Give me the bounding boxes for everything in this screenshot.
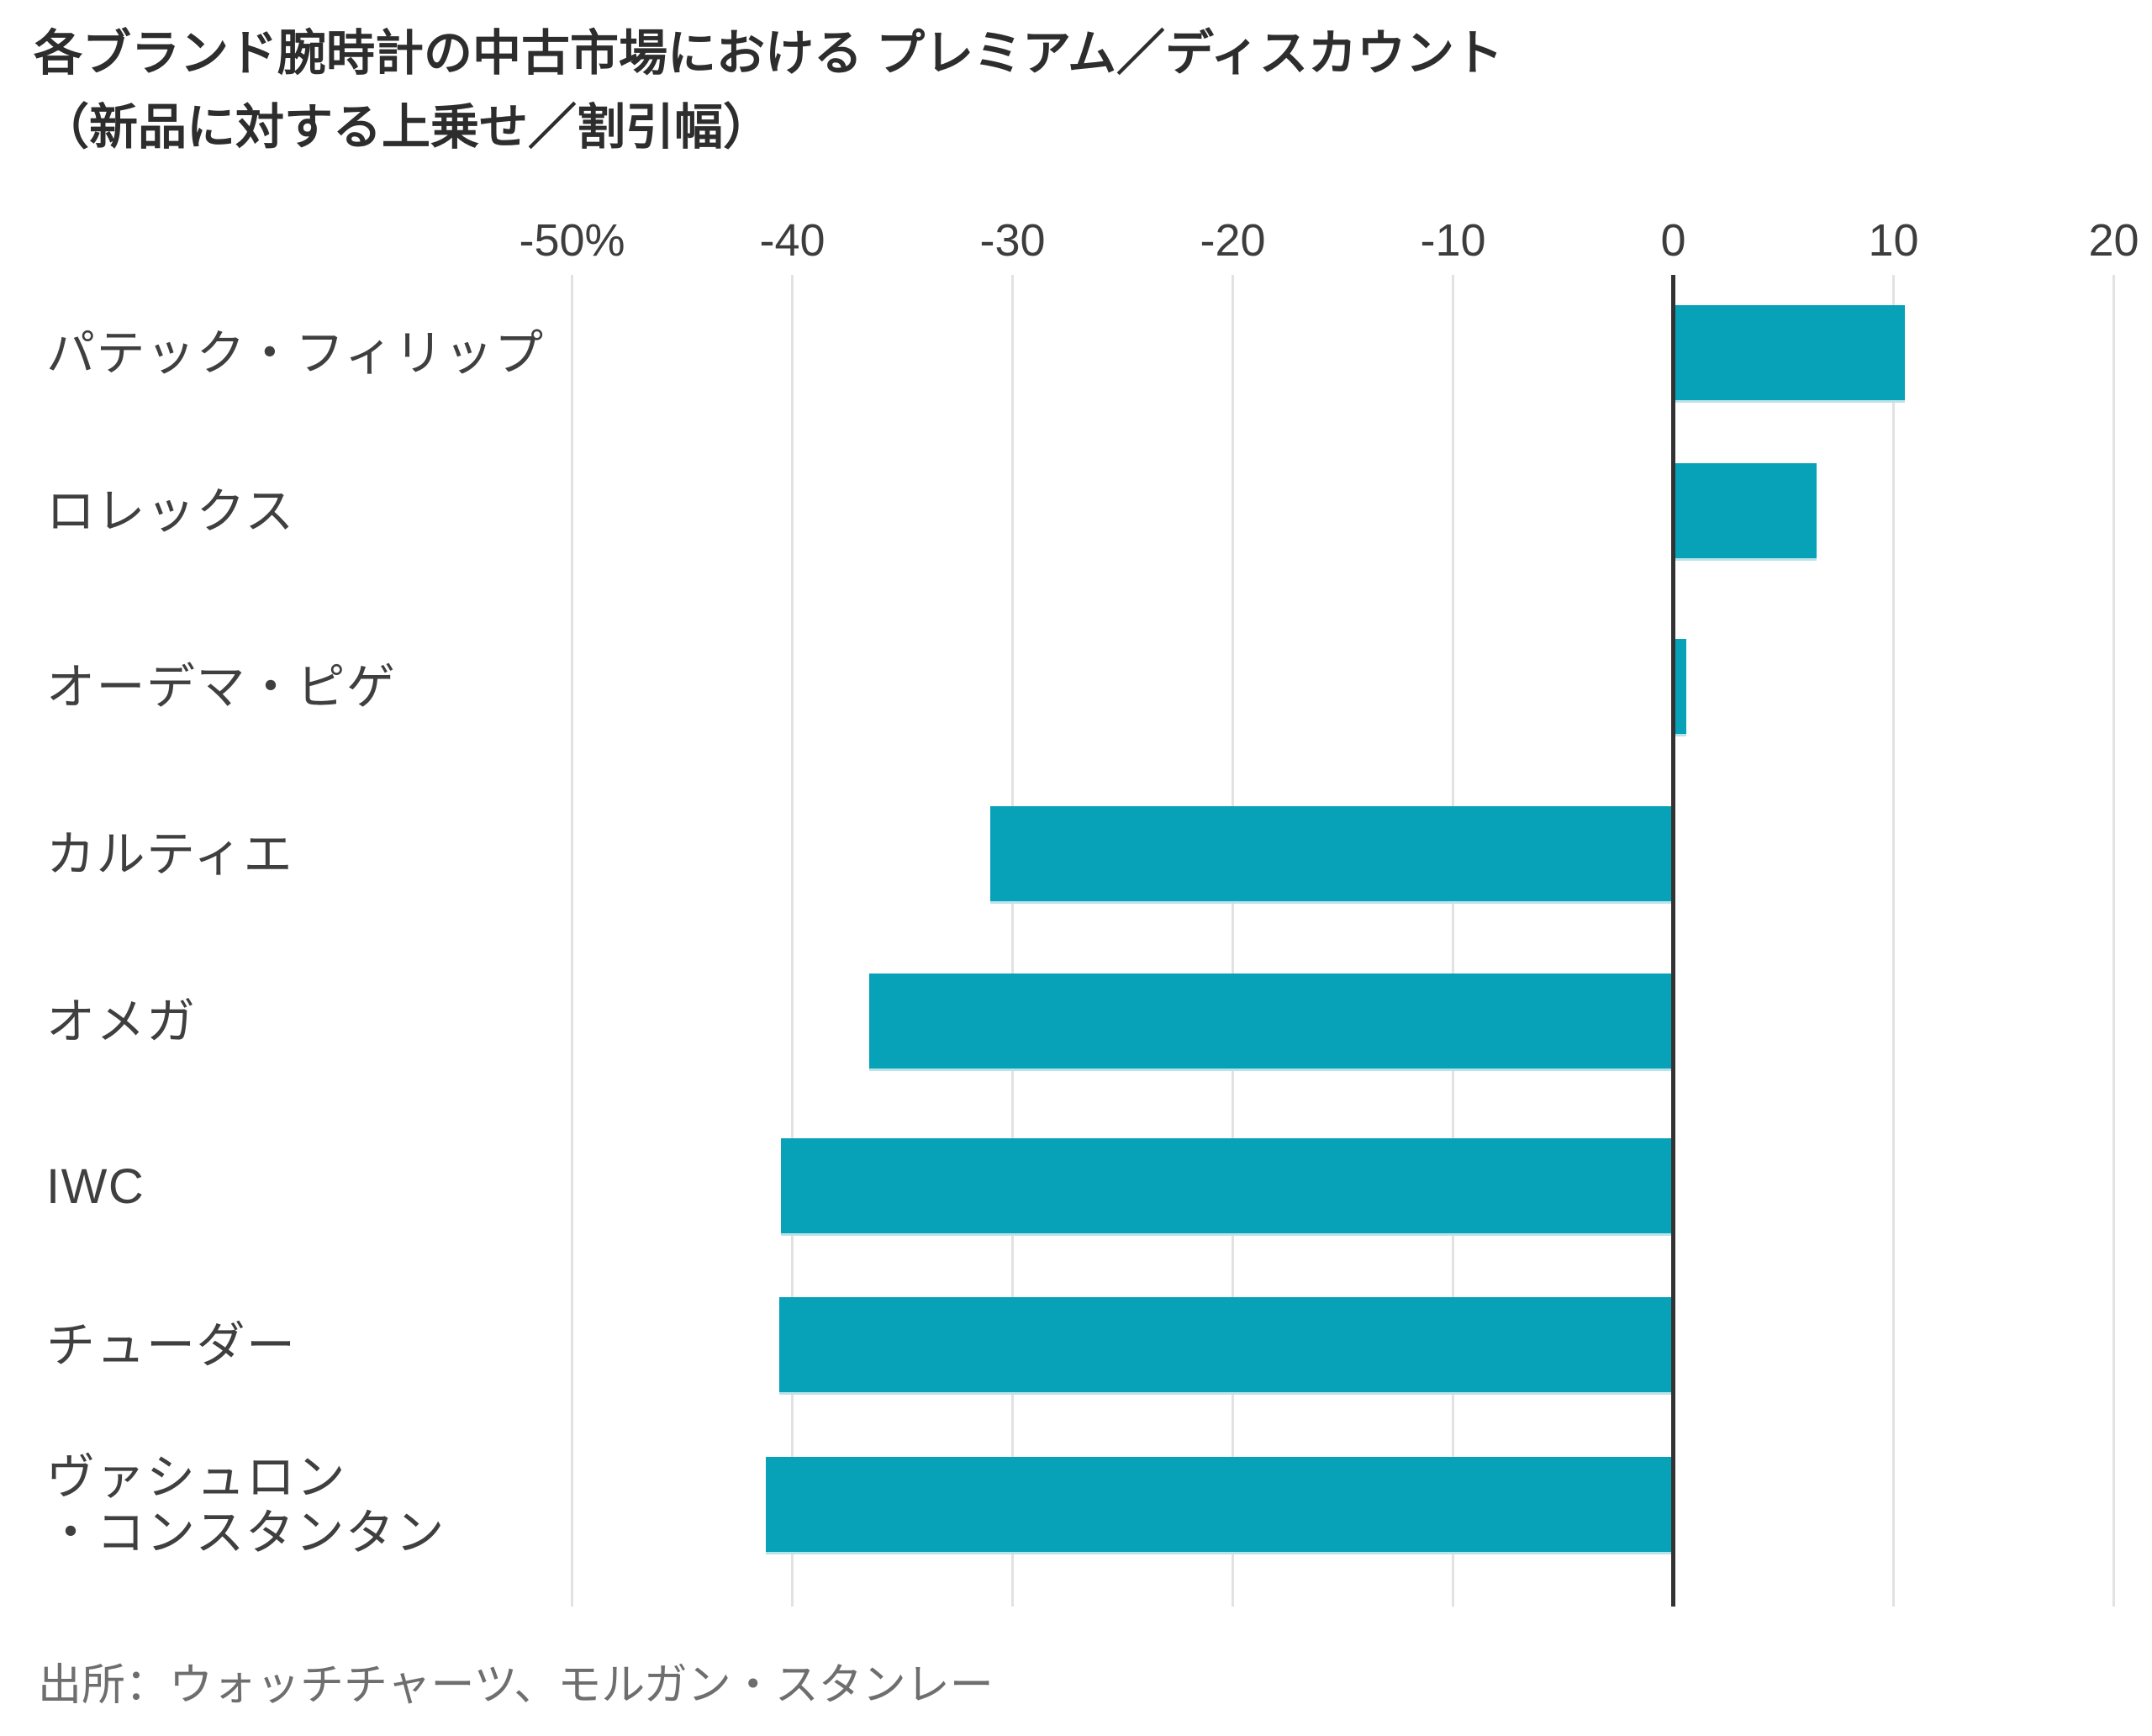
gridline bbox=[1892, 275, 1895, 1607]
category-label-cartier: カルティエ bbox=[46, 827, 294, 882]
gridline bbox=[1011, 275, 1014, 1607]
category-label-audemars-piguet: オーデマ・ピゲ bbox=[46, 660, 397, 715]
x-axis-tick-label: -20 bbox=[1200, 215, 1266, 266]
bar-audemars-piguet bbox=[1673, 639, 1687, 736]
gridline bbox=[1452, 275, 1454, 1607]
x-axis-tick-label: -10 bbox=[1420, 215, 1486, 266]
category-label-omega: オメガ bbox=[46, 995, 197, 1049]
bar-patek-philippe bbox=[1673, 305, 1905, 403]
category-label-vacheron-constantin: ヴァシュロン ・コンスタンタン bbox=[46, 1450, 446, 1560]
bar-iwc bbox=[781, 1138, 1674, 1236]
gridline bbox=[1232, 275, 1234, 1607]
source-note: 出所：ウォッチチャーツ、モルガン・スタンレー bbox=[38, 1661, 994, 1710]
chart-title-line2: （新品に対する上乗せ／割引幅） bbox=[40, 100, 773, 155]
x-axis-tick-label: -30 bbox=[979, 215, 1046, 266]
x-axis-tick-label: 0 bbox=[1660, 215, 1686, 266]
category-label-tudor: チューダー bbox=[46, 1318, 297, 1373]
bar-tudor bbox=[778, 1297, 1674, 1395]
chart-title: 各ブランド腕時計の中古市場における プレミアム／ディスカウント （新品に対する上… bbox=[34, 17, 1503, 165]
x-axis-tick-label: -50% bbox=[519, 215, 625, 266]
category-label-rolex: ロレックス bbox=[46, 484, 295, 539]
bar-vacheron-constantin bbox=[766, 1457, 1674, 1554]
category-label-iwc: IWC bbox=[46, 1159, 145, 1214]
gridline bbox=[791, 275, 794, 1607]
x-axis-tick-label: -40 bbox=[759, 215, 825, 266]
gridline bbox=[571, 275, 573, 1607]
x-axis-tick-label: 20 bbox=[2088, 215, 2139, 266]
bar-cartier bbox=[990, 806, 1674, 904]
category-label-patek-philippe: パテック・フィリップ bbox=[46, 326, 545, 381]
x-axis-tick-label: 10 bbox=[1868, 215, 1919, 266]
gridline bbox=[2112, 275, 2115, 1607]
chart-title-line1: 各ブランド腕時計の中古市場における プレミアム／ディスカウント bbox=[34, 26, 1503, 81]
bar-omega bbox=[869, 974, 1674, 1071]
bar-rolex bbox=[1673, 463, 1817, 561]
zero-axis-line bbox=[1671, 275, 1675, 1607]
